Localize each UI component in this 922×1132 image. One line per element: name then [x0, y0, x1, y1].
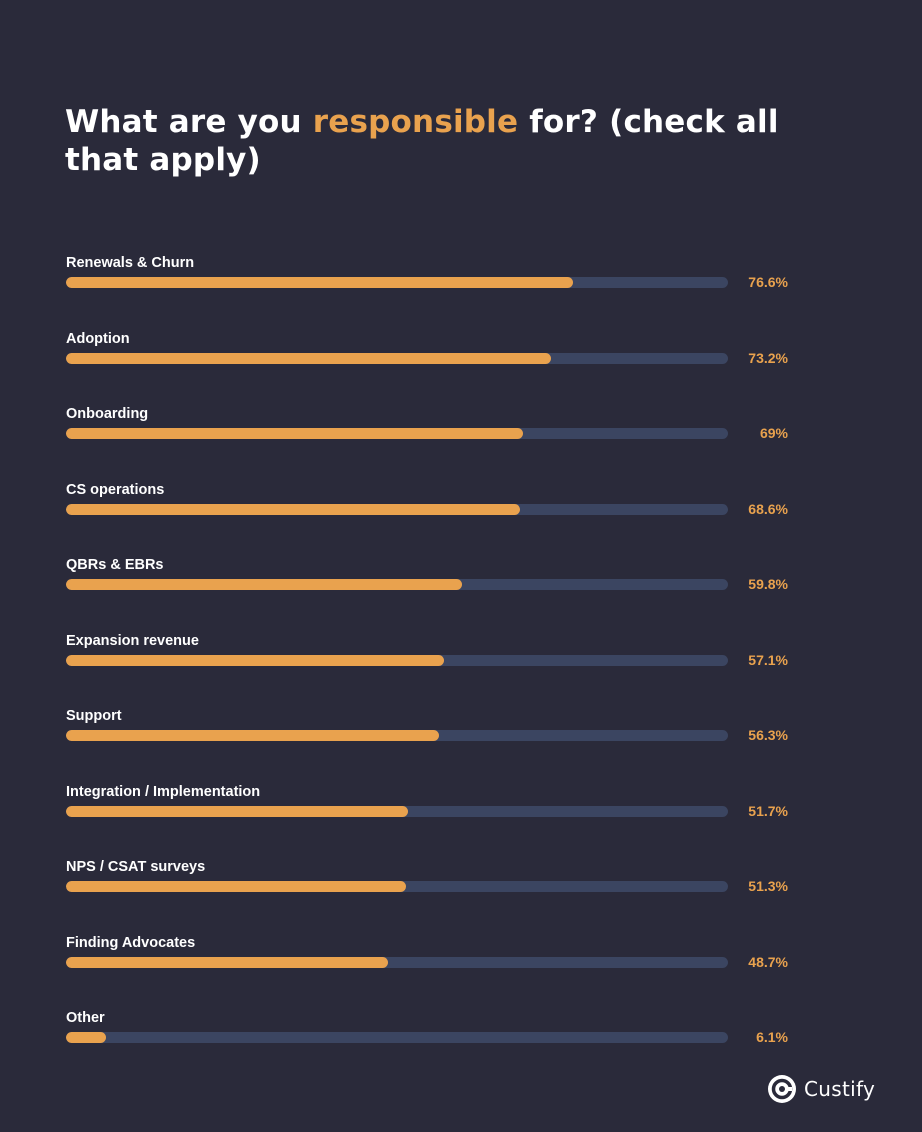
- bar-value-label: 6.1%: [756, 1029, 788, 1045]
- bar-label: NPS / CSAT surveys: [66, 859, 206, 875]
- bar-label: CS operations: [66, 481, 165, 498]
- bar-fill: [66, 1032, 107, 1043]
- bar-track: [66, 428, 728, 439]
- bar-label: Adoption: [66, 330, 130, 347]
- bar-value-label: 76.6%: [748, 274, 788, 290]
- bar-value-label: 56.3%: [748, 727, 788, 743]
- bar-fill: [66, 805, 409, 817]
- bar-track: [66, 352, 728, 364]
- bar-value-label: 51.7%: [748, 802, 788, 819]
- bar-fill: [66, 277, 574, 288]
- bar-value-label: 59.8%: [748, 576, 788, 592]
- bar-label: Other: [66, 1010, 105, 1026]
- bar-label: Onboarding: [66, 406, 149, 422]
- bar-fill: [66, 956, 389, 968]
- bar-fill: [66, 730, 439, 741]
- bar-value-label: 51.3%: [748, 878, 788, 894]
- bar-row: Finding Advocates 48.7%: [0, 935, 922, 985]
- brand-name: Custify: [804, 1077, 876, 1101]
- bar-fill: [66, 579, 462, 590]
- bar-row: Expansion revenue 57.1%: [0, 633, 922, 683]
- bar-row: Integration / Implementation 51.7%: [0, 784, 922, 834]
- bar-row: CS operations 68.6%: [0, 482, 922, 532]
- bar-value-label: 48.7%: [748, 953, 788, 970]
- bar-label: Finding Advocates: [66, 934, 196, 951]
- bar-label: Integration / Implementation: [66, 783, 261, 800]
- bar-track: [66, 805, 728, 817]
- bar-track: [66, 277, 728, 288]
- bar-track: [66, 1032, 728, 1043]
- bar-row: Support 56.3%: [0, 708, 922, 758]
- bar-row: Renewals & Churn 76.6%: [0, 255, 922, 305]
- bar-label: QBRs & EBRs: [66, 557, 164, 573]
- bar-fill: [66, 352, 551, 364]
- bar-track: [66, 503, 728, 515]
- bar-label: Renewals & Churn: [66, 255, 195, 271]
- bar-row: QBRs & EBRs 59.8%: [0, 557, 922, 607]
- bar-value-label: 69%: [759, 425, 788, 441]
- bar-value-label: 57.1%: [748, 651, 788, 668]
- bar-label: Support: [66, 708, 122, 724]
- bar-track: [66, 654, 728, 666]
- bar-label: Expansion revenue: [66, 632, 199, 649]
- bar-value-label: 68.6%: [748, 500, 788, 517]
- bar-fill: [66, 881, 406, 892]
- bar-fill: [66, 428, 523, 439]
- bar-track: [66, 730, 728, 741]
- bar-row: Onboarding 69%: [0, 406, 922, 456]
- bar-fill: [66, 503, 521, 515]
- title-part-before: What are you: [65, 104, 313, 140]
- bar-track: [66, 579, 728, 590]
- custify-logo-icon: [768, 1075, 796, 1103]
- bar-row: Adoption 73.2%: [0, 331, 922, 381]
- bar-fill: [66, 654, 444, 666]
- bar-row: NPS / CSAT surveys 51.3%: [0, 859, 922, 909]
- bar-value-label: 73.2%: [748, 349, 788, 366]
- bar-row: Other 6.1%: [0, 1010, 922, 1060]
- title-part-after: for? (check all that apply): [65, 104, 779, 178]
- brand-logo: Custify: [767, 1072, 875, 1106]
- title-highlight: responsible: [312, 104, 519, 140]
- bar-track: [66, 881, 728, 892]
- bar-track: [66, 956, 728, 968]
- chart-title: What are you responsible for? (check all…: [65, 103, 845, 179]
